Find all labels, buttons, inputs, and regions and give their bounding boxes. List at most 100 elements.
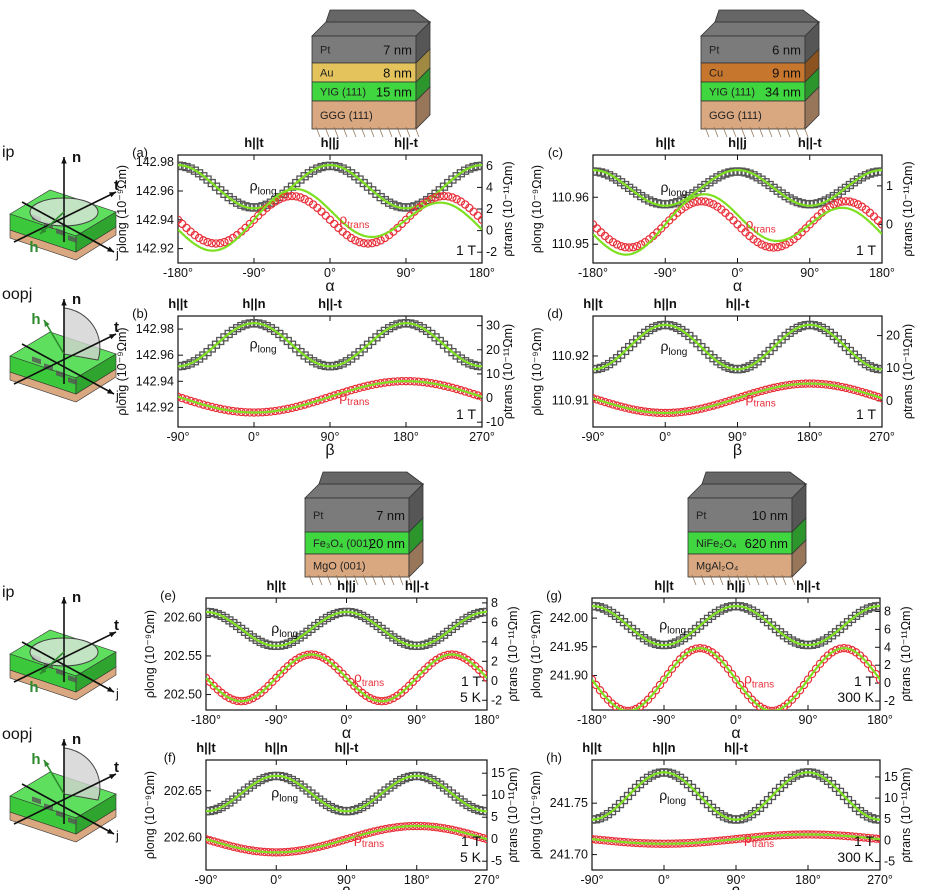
y-tick-label: 202.55 [164,649,202,663]
long-data-point [237,321,246,331]
rho-main: ρ [354,830,362,846]
substrate-hatch [398,574,404,586]
sketch-contact-pad [56,370,65,379]
rho-sub: long [258,345,277,356]
substrate-hatch [387,126,393,138]
h-vector-label: h [31,311,40,328]
plot-data [592,601,880,710]
substrate-hatch [704,126,710,138]
substrate-hatch [740,126,746,138]
fit-line [592,771,880,821]
substrate-hatch [344,574,350,586]
y-tick-label: 142.92 [136,400,174,414]
rho-main: ρ [339,388,347,404]
y2-axis-label: ρtrans (10⁻¹¹Ωm) [901,324,915,419]
long-data-point [232,198,242,207]
x-tick-label: 270° [469,430,495,444]
fit-line [206,774,487,813]
panel-note: 1 T [854,833,874,849]
substrate-hatch [317,574,323,586]
trans-data-point [342,230,352,240]
y-tick-label: 142.98 [136,322,174,336]
rho-main: ρ [746,389,754,405]
layer-stack: Pt 10 nm NiFe₂O₄ 620 nm MgAl₂O₄ [687,471,808,586]
trans-data-point [701,197,710,206]
long-data-point [342,166,352,175]
x-tick-label: 270° [474,873,500,887]
trans-data-point [611,702,621,710]
substrate-hatch [731,126,737,138]
rho-sub: long [258,187,277,198]
trans-data-point [207,238,216,248]
trans-data-point [703,645,713,655]
top-orientation-label: h||-t [405,578,430,593]
trans-data-point [619,706,629,710]
rho-sub: long [668,188,687,199]
substrate-hatch [396,126,402,138]
trans-data-point [194,233,204,243]
substrate-hatch [691,574,697,586]
h-vector-label: h [31,751,40,768]
trans-data-point [330,219,339,229]
substrate-hatch [754,574,760,586]
substrate-hatch [326,574,332,586]
y2-tick-label: 10 [884,791,898,805]
trans-data-point [444,192,453,201]
long-data-point [228,195,238,205]
layer-material: NiFe₂O₄ [696,538,737,550]
t-axis-arrow [13,631,117,683]
trans-data-point [216,238,225,248]
long-data-point [186,359,195,368]
trans-data-point [807,669,817,679]
substrate-hatch [308,574,314,586]
sketch-contact-pad [68,377,77,386]
x-tick-label: -90° [652,713,675,727]
trans-data-point [435,653,445,662]
x-tick-label: 0° [730,713,742,727]
panel-label: (f) [164,750,176,765]
y2-tick-label: 2 [884,658,891,672]
y2-tick-label: 6 [486,159,493,173]
x-tick-label: 270° [867,873,893,887]
trans-data-point [687,645,697,655]
rho-main: ρ [354,669,362,685]
j-axis-label: j [115,247,119,261]
x-tick-label: 180° [795,873,821,887]
trans-data-point [363,239,373,248]
layer-material: Cu [709,68,723,80]
rho-main: ρ [271,620,279,636]
plot-data [593,320,882,418]
x-axis-label: α [325,278,334,295]
layer-material: Au [320,68,333,80]
rho-long-label: ρlong [660,179,687,199]
rho-main: ρ [744,671,752,687]
trans-data-point [593,394,598,403]
trans-data-point [655,680,665,690]
normal-axis-arrow-head [61,739,67,746]
long-data-point [414,321,423,331]
substrate-hatch [722,126,728,138]
trans-data-point [325,215,335,224]
geometry-sketch: ip n t j h [2,584,119,701]
x-tick-label: -180° [578,266,608,280]
trans-data-point [781,240,790,249]
y2-tick-label: -2 [491,693,502,707]
stack-cap [318,471,425,485]
trans-data-point [592,675,597,684]
stack-cap [701,471,808,485]
trans-data-point [469,389,478,399]
substrate-hatch [342,126,348,138]
y-tick-label: 202.50 [164,688,202,702]
sketch-contact-pad [68,235,77,244]
trans-data-point [733,394,742,403]
y2-axis-label: ρtrans (10⁻¹¹Ωm) [901,161,915,256]
panel-note: 1 T [461,833,481,849]
y-axis-label: ρlong (10⁻⁹Ωm) [530,327,544,415]
substrate-hatch [389,574,395,586]
substrate-hatch [700,574,706,586]
rho-trans-label: ρtrans [354,669,384,689]
y-axis-label: ρlong (10⁻⁹Ωm) [115,165,129,253]
trans-data-point [220,237,229,247]
substrate-hatch [727,574,733,586]
